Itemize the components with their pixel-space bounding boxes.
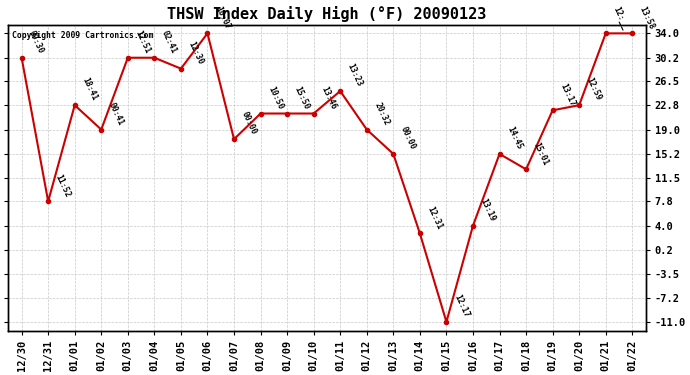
Text: 02:41: 02:41 bbox=[160, 29, 179, 55]
Title: THSW Index Daily High (°F) 20090123: THSW Index Daily High (°F) 20090123 bbox=[167, 6, 486, 22]
Text: 12:59: 12:59 bbox=[584, 76, 603, 102]
Text: 13:58: 13:58 bbox=[638, 5, 656, 31]
Text: 15:50: 15:50 bbox=[293, 85, 311, 111]
Text: 00:41: 00:41 bbox=[107, 101, 126, 127]
Text: 10:07: 10:07 bbox=[213, 5, 231, 31]
Text: 15:01: 15:01 bbox=[531, 141, 550, 166]
Text: 12:31: 12:31 bbox=[426, 205, 444, 231]
Text: 20:32: 20:32 bbox=[373, 101, 391, 127]
Text: 18:41: 18:41 bbox=[80, 76, 99, 102]
Text: 13:19: 13:19 bbox=[479, 197, 497, 223]
Text: 12:__: 12:__ bbox=[611, 4, 630, 31]
Text: 13:23: 13:23 bbox=[346, 62, 364, 88]
Text: 09:30: 09:30 bbox=[27, 29, 46, 55]
Text: 12:17: 12:17 bbox=[452, 293, 471, 319]
Text: 13:46: 13:46 bbox=[319, 85, 337, 111]
Text: 13:17: 13:17 bbox=[558, 82, 577, 108]
Text: 00:00: 00:00 bbox=[399, 125, 417, 151]
Text: 12:30: 12:30 bbox=[186, 40, 205, 66]
Text: 00:00: 00:00 bbox=[239, 111, 258, 136]
Text: 11:52: 11:52 bbox=[54, 172, 72, 199]
Text: 14:45: 14:45 bbox=[505, 125, 524, 151]
Text: 10:50: 10:50 bbox=[266, 85, 284, 111]
Text: 12:51: 12:51 bbox=[133, 29, 152, 55]
Text: Copyright 2009 Cartronics.com: Copyright 2009 Cartronics.com bbox=[12, 31, 153, 40]
